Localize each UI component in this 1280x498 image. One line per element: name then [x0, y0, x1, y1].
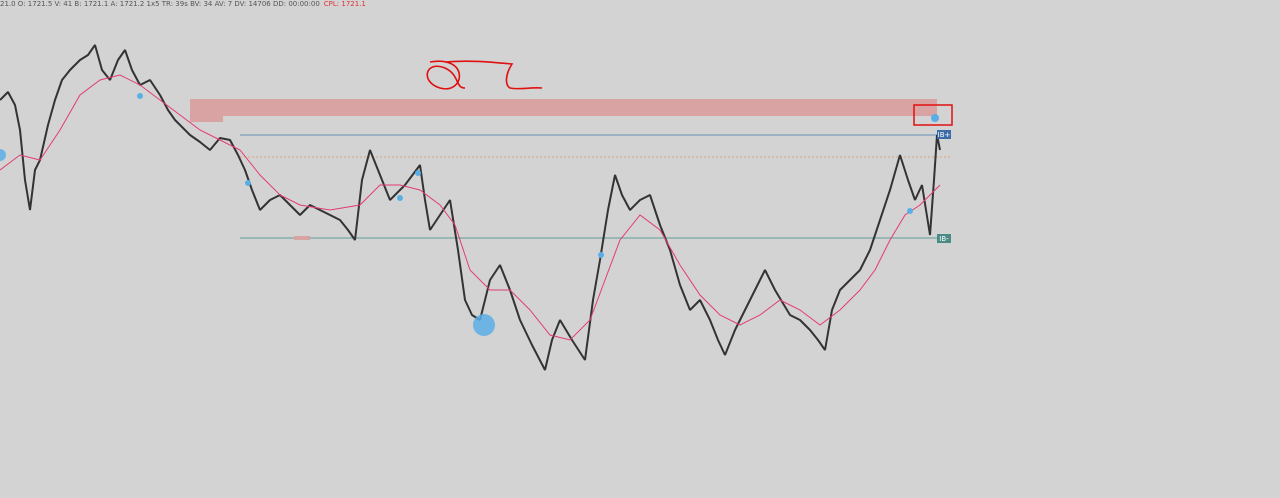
ib-low-label: IB-: [939, 235, 949, 243]
volume-bubble: [931, 114, 939, 122]
supply-zone-ext: [190, 116, 223, 122]
hand-drawn-annotation: [426, 60, 543, 90]
quote-status: 21.0 O: 1721.5 V: 41 B: 1721.1 A: 1721.2…: [0, 0, 320, 8]
volume-bubble: [137, 93, 143, 99]
volume-bubble: [473, 314, 495, 336]
volume-bubble: [397, 195, 403, 201]
volume-bubble: [598, 252, 604, 258]
volume-bubble: [907, 208, 913, 214]
volume-bubble: [0, 149, 6, 161]
ib-low-tag: [937, 234, 951, 243]
supply-zone: [190, 99, 937, 116]
ib-high-tag: [937, 130, 951, 139]
volume-bubble: [245, 180, 251, 186]
ib-high-label: IB+: [938, 131, 951, 139]
moving-average: [0, 74, 941, 341]
small-zone: [294, 236, 310, 240]
volume-bubble: [415, 170, 421, 176]
highlight-box: [913, 104, 953, 126]
price-candles: [0, 44, 941, 371]
cpl-status: CPL: 1721.1: [324, 0, 366, 8]
